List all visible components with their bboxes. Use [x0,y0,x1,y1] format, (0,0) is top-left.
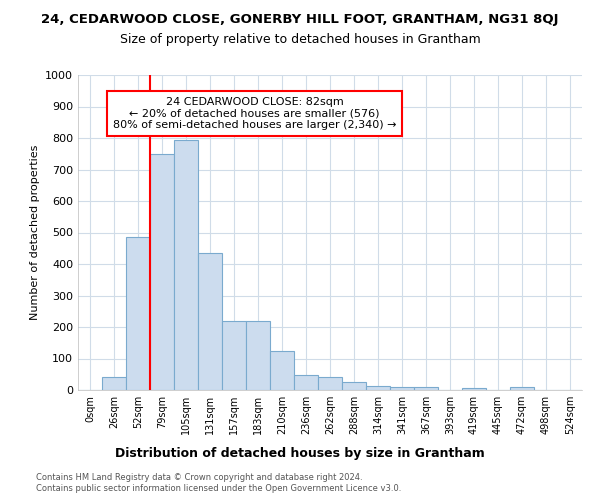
Bar [198,253,222,390]
Bar [174,140,198,390]
Bar [270,350,294,390]
Bar [414,387,438,390]
Text: Contains HM Land Registry data © Crown copyright and database right 2024.: Contains HM Land Registry data © Crown c… [36,472,362,482]
Bar [510,387,534,390]
Bar [462,388,486,390]
Text: Distribution of detached houses by size in Grantham: Distribution of detached houses by size … [115,448,485,460]
Bar [294,375,318,390]
Bar [342,382,366,390]
Bar [246,320,270,390]
Text: Contains public sector information licensed under the Open Government Licence v3: Contains public sector information licen… [36,484,401,493]
Text: 24, CEDARWOOD CLOSE, GONERBY HILL FOOT, GRANTHAM, NG31 8QJ: 24, CEDARWOOD CLOSE, GONERBY HILL FOOT, … [41,12,559,26]
Text: 24 CEDARWOOD CLOSE: 82sqm
← 20% of detached houses are smaller (576)
80% of semi: 24 CEDARWOOD CLOSE: 82sqm ← 20% of detac… [113,97,396,130]
Y-axis label: Number of detached properties: Number of detached properties [29,145,40,320]
Bar [222,320,246,390]
Bar [390,387,414,390]
Text: Size of property relative to detached houses in Grantham: Size of property relative to detached ho… [119,32,481,46]
Bar [150,154,174,390]
Bar [318,377,342,390]
Bar [126,237,150,390]
Bar [366,386,390,390]
Bar [102,378,126,390]
